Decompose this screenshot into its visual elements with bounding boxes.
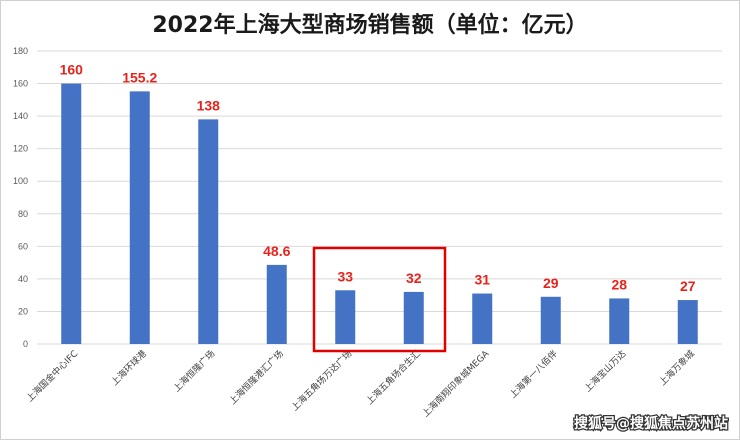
bar (540, 296, 561, 344)
bars (61, 83, 698, 345)
bar (266, 264, 287, 344)
bar (129, 91, 150, 344)
gridlines (37, 50, 722, 345)
bar (198, 119, 219, 344)
data-labels: 160 155.2 138 48.6 33 32 31 29 28 27 (60, 62, 696, 294)
y-axis-ticks: 0 20 40 60 80 100 120 140 160 180 (13, 46, 28, 349)
data-label: 48.6 (263, 243, 290, 259)
bar (403, 291, 424, 344)
data-label: 28 (611, 276, 627, 292)
y-tick-label: 100 (13, 176, 28, 186)
watermark: 搜狐号@搜狐焦点苏州站 (574, 415, 728, 432)
data-label: 31 (474, 272, 490, 288)
bar (677, 300, 698, 344)
y-tick-label: 160 (13, 79, 28, 89)
y-tick-label: 0 (23, 339, 28, 349)
bar (61, 83, 82, 345)
bar (335, 290, 356, 344)
data-label: 27 (680, 278, 696, 294)
bar (609, 298, 630, 344)
y-tick-label: 140 (13, 111, 28, 121)
y-tick-label: 20 (18, 306, 28, 316)
data-label: 160 (60, 62, 84, 78)
data-label: 138 (197, 97, 221, 113)
y-tick-label: 40 (18, 274, 28, 284)
chart-title: 2022年上海大型商场销售额（单位：亿元） (152, 12, 587, 38)
bar (472, 293, 493, 344)
data-label: 32 (406, 270, 422, 286)
data-label: 155.2 (122, 69, 157, 85)
data-label: 29 (543, 275, 559, 291)
y-tick-label: 60 (18, 241, 28, 251)
highlight-box (312, 246, 447, 353)
y-tick-label: 180 (13, 46, 28, 56)
data-label: 33 (337, 268, 353, 284)
y-tick-label: 120 (13, 144, 28, 154)
y-tick-label: 80 (18, 209, 28, 219)
